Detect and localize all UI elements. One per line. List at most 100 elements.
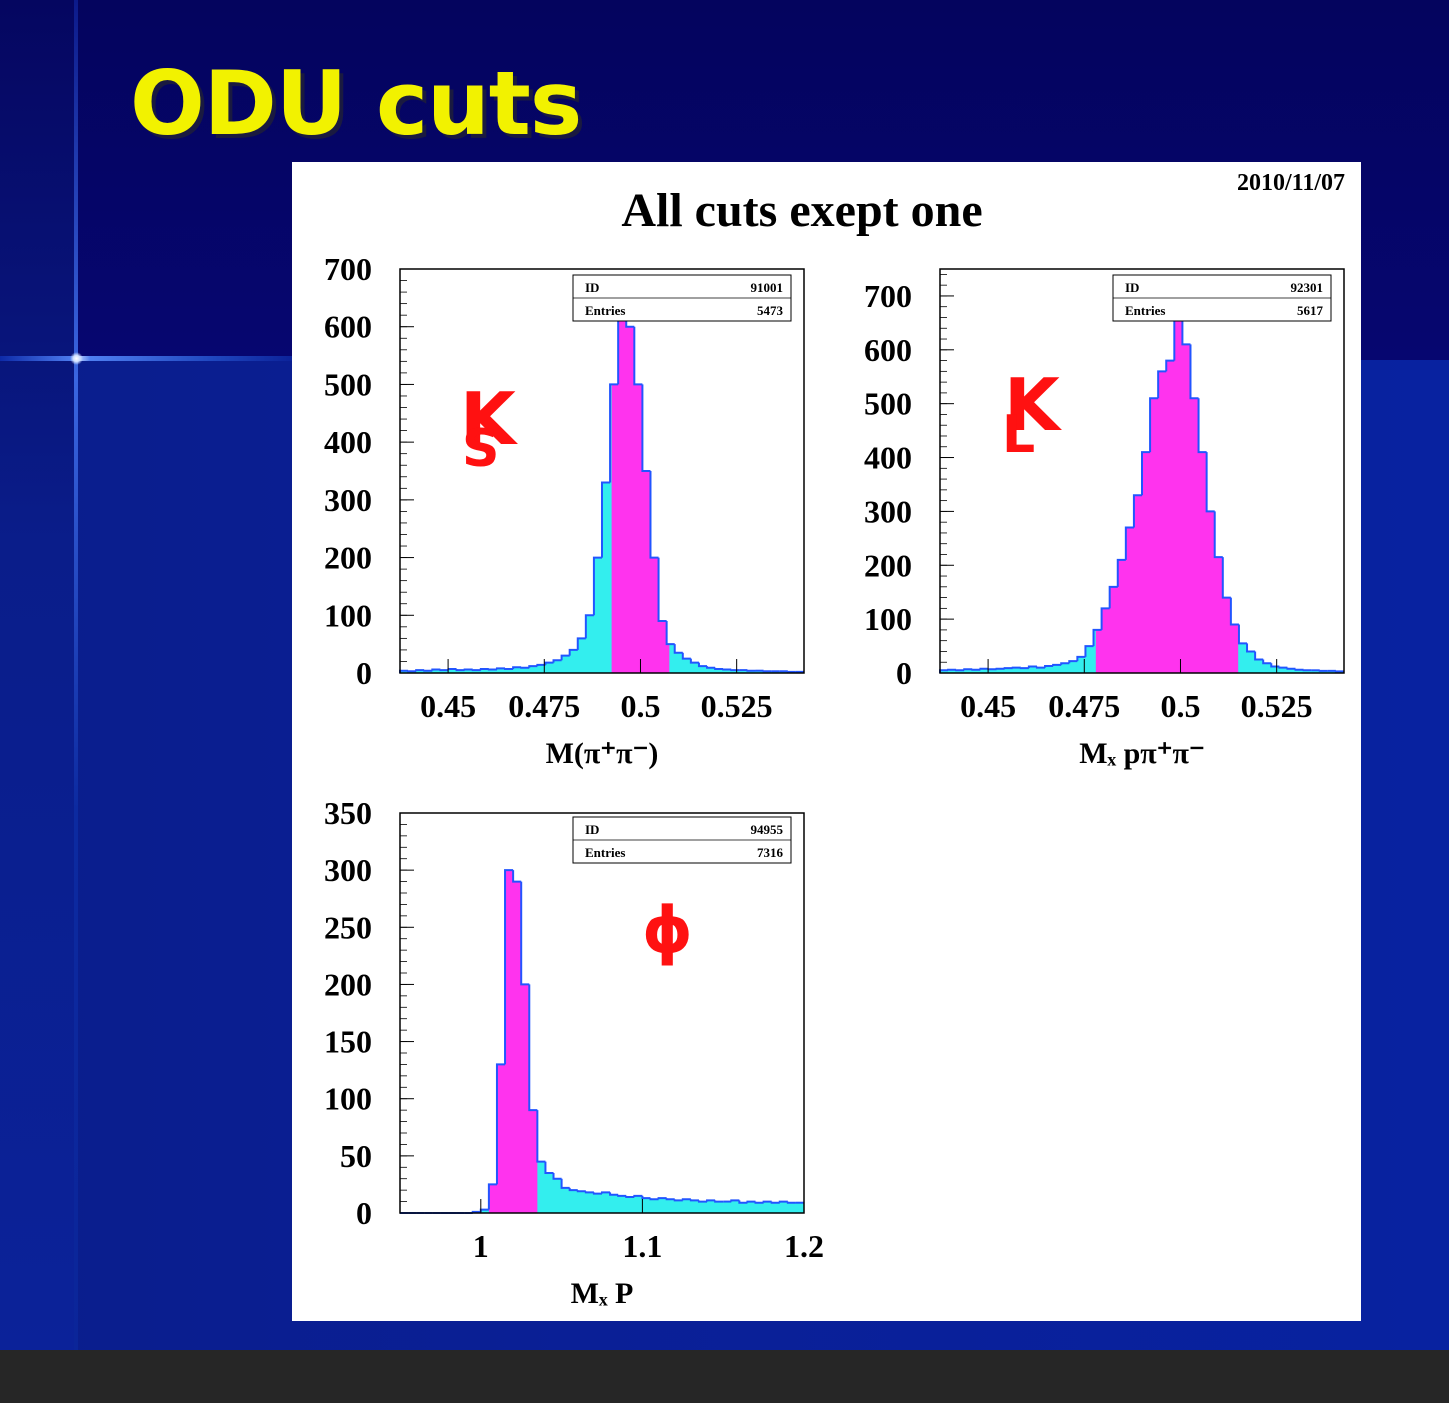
histogram-bin xyxy=(1189,344,1199,400)
histogram-bin xyxy=(601,481,611,558)
histogram-bin xyxy=(947,668,957,671)
histogram-bin xyxy=(625,1195,635,1198)
histogram-bin xyxy=(649,471,659,559)
histogram-bin xyxy=(1246,643,1256,653)
y-tick-label: 350 xyxy=(324,795,372,831)
stats-entries-value: 5617 xyxy=(1297,303,1324,318)
histogram-bin xyxy=(463,668,473,671)
histogram-bin xyxy=(649,1198,659,1201)
histogram-bin xyxy=(1124,526,1134,560)
histogram-bin xyxy=(1141,451,1151,496)
x-tick-label: 1 xyxy=(473,1228,489,1264)
stats-entries-label: Entries xyxy=(585,845,625,860)
stats-id-value: 91001 xyxy=(751,280,784,295)
histogram-bin xyxy=(544,661,554,665)
decorative-sparkle-icon xyxy=(70,352,83,365)
histogram-bin xyxy=(1197,398,1207,454)
histogram-bin xyxy=(576,637,586,650)
y-tick-label: 300 xyxy=(864,493,912,529)
histogram-bin xyxy=(738,1200,748,1204)
histogram-fill-cut xyxy=(488,870,538,1213)
histogram-bin xyxy=(1116,558,1126,587)
histogram-bin xyxy=(689,1199,699,1202)
histogram-bin xyxy=(471,669,481,672)
histogram-bin xyxy=(955,669,965,672)
histogram-bin xyxy=(1270,663,1280,668)
histogram-bin xyxy=(1132,494,1142,528)
decorative-horizontal-line xyxy=(0,356,300,361)
plot-frame xyxy=(399,268,805,674)
histogram-bin xyxy=(439,669,449,672)
stats-id-value: 92301 xyxy=(1291,280,1324,295)
histogram-bin xyxy=(1003,667,1013,670)
histogram-bin xyxy=(520,881,530,986)
histogram-bin xyxy=(1157,370,1167,399)
histogram-bin xyxy=(1108,585,1118,609)
x-tick-label: 0.5 xyxy=(1160,688,1200,724)
y-tick-label: 700 xyxy=(864,278,912,314)
y-tick-label: 50 xyxy=(340,1138,372,1174)
histogram-bin xyxy=(657,1197,667,1200)
particle-annotation-subscript: S xyxy=(462,419,499,479)
histogram-fill-cut xyxy=(1095,306,1239,673)
histogram-bin xyxy=(1254,651,1264,661)
histogram-bin xyxy=(1019,667,1029,670)
histogram-bin xyxy=(979,667,989,670)
histogram-bin xyxy=(584,614,594,639)
histogram-bin xyxy=(609,1192,619,1196)
slide-title: ODU cuts xyxy=(130,52,582,155)
histogram-bin xyxy=(415,669,425,672)
y-tick-label: 250 xyxy=(324,909,372,945)
histogram-bin xyxy=(1035,666,1046,669)
panel-title: All cuts exept one xyxy=(621,184,982,237)
stats-id-label: ID xyxy=(585,280,599,295)
histogram-bin xyxy=(754,1201,764,1204)
histogram-bin xyxy=(1221,557,1231,599)
plot-frame xyxy=(939,268,1345,674)
histogram-bin xyxy=(1092,628,1102,647)
histogram-bin xyxy=(706,666,716,669)
histogram-bin xyxy=(963,668,973,671)
histogram-bin xyxy=(423,669,433,672)
y-tick-label: 700 xyxy=(324,251,372,287)
slide-left-band xyxy=(0,0,76,1350)
histogram-bin xyxy=(1286,667,1296,670)
histogram-bin xyxy=(407,670,417,673)
histogram-bin xyxy=(786,1201,796,1204)
histogram-bin xyxy=(657,557,667,623)
histogram-bin xyxy=(1011,666,1021,669)
histogram-bin xyxy=(673,644,683,654)
histogram-bin xyxy=(730,1199,740,1202)
histogram-bin xyxy=(714,667,724,670)
histogram-bin xyxy=(1084,645,1094,657)
histogram-bin xyxy=(778,1200,788,1203)
histogram-bin xyxy=(1294,668,1304,671)
histogram-1: 0 100 200 300 400 500 600 700 0.45 0.475 0.5 0.525 M… xyxy=(324,251,805,770)
histogram-bin xyxy=(512,870,522,883)
y-tick-label: 600 xyxy=(324,309,372,345)
histogram-bin xyxy=(786,670,796,673)
histogram-bin xyxy=(1302,669,1312,672)
histogram-bin xyxy=(512,666,522,669)
y-tick-label: 200 xyxy=(324,540,372,576)
histograms-canvas: All cuts exept one 2010/11/07 0100200300… xyxy=(324,170,1345,1310)
particle-annotation-subscript: L xyxy=(1002,405,1035,465)
histogram-bin xyxy=(681,1198,691,1201)
histogram-bin xyxy=(431,668,441,671)
histogram-bin xyxy=(681,652,691,660)
histogram-bin xyxy=(1262,659,1272,665)
y-tick-label: 150 xyxy=(324,1024,372,1060)
x-tick-label: 0.525 xyxy=(1241,688,1313,724)
histogram-bin xyxy=(673,1199,683,1202)
x-axis-label: Mₓ pπ⁺π⁻ xyxy=(1079,737,1205,770)
x-tick-label: 0.475 xyxy=(1048,688,1120,724)
histogram-bin xyxy=(479,667,489,671)
histogram-bin xyxy=(495,1063,506,1185)
stats-id-label: ID xyxy=(585,822,599,837)
y-tick-label: 0 xyxy=(896,655,912,691)
histogram-bin xyxy=(447,667,457,671)
histogram-bin xyxy=(1213,511,1223,559)
footer-bar xyxy=(0,1350,1449,1403)
histogram-bin xyxy=(560,654,570,661)
histogram-bin xyxy=(714,1200,724,1203)
